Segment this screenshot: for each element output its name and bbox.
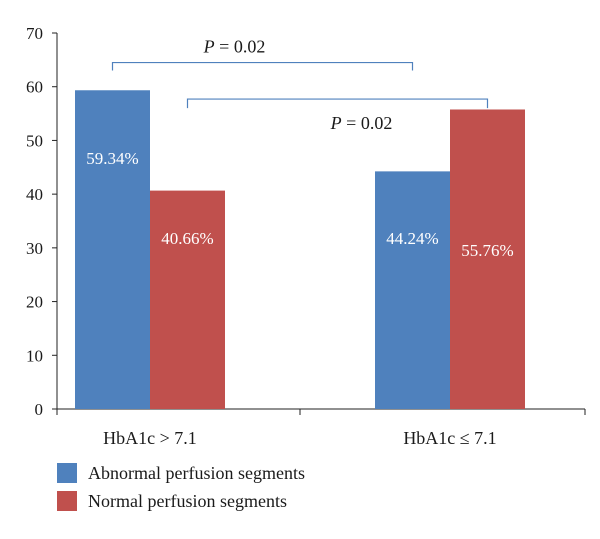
y-tick-label: 0 [35, 400, 44, 419]
y-tick-label: 20 [26, 293, 43, 312]
y-ticks: 0 10 20 30 40 50 60 70 [26, 24, 57, 419]
significance-brackets: P = 0.02 P = 0.02 [111, 37, 489, 133]
legend: Abnormal perfusion segments Normal perfus… [57, 463, 305, 511]
x-tick-label: HbA1c > 7.1 [103, 428, 197, 448]
bar-abnormal-high [75, 90, 150, 409]
y-tick-label: 40 [26, 185, 43, 204]
bar-abnormal-low [375, 171, 450, 409]
bar-value-label: 59.34% [86, 149, 138, 168]
significance-bracket [186, 98, 489, 109]
y-tick-label: 10 [26, 346, 43, 365]
x-tick-labels: HbA1c > 7.1 HbA1c ≤ 7.1 [103, 428, 497, 448]
legend-label: Normal perfusion segments [88, 491, 287, 511]
bar-normal-high [150, 190, 225, 409]
x-tick-label: HbA1c ≤ 7.1 [403, 428, 496, 448]
p-value-label: P = 0.02 [203, 37, 266, 57]
legend-swatch-normal [57, 491, 77, 511]
y-tick-label: 60 [26, 78, 43, 97]
legend-label: Abnormal perfusion segments [88, 463, 305, 483]
bar-value-labels: 59.34% 44.24% 40.66% 55.76% [86, 149, 513, 260]
bar-value-label: 55.76% [461, 241, 513, 260]
p-value-label: P = 0.02 [330, 113, 393, 133]
y-tick-label: 50 [26, 131, 43, 150]
significance-bracket [111, 61, 414, 71]
bar-value-label: 40.66% [161, 229, 213, 248]
y-tick-label: 30 [26, 239, 43, 258]
y-tick-label: 70 [26, 24, 43, 43]
legend-swatch-abnormal [57, 463, 77, 483]
bars [75, 90, 525, 410]
bar-value-label: 44.24% [386, 229, 438, 248]
bar-normal-low [450, 109, 525, 410]
